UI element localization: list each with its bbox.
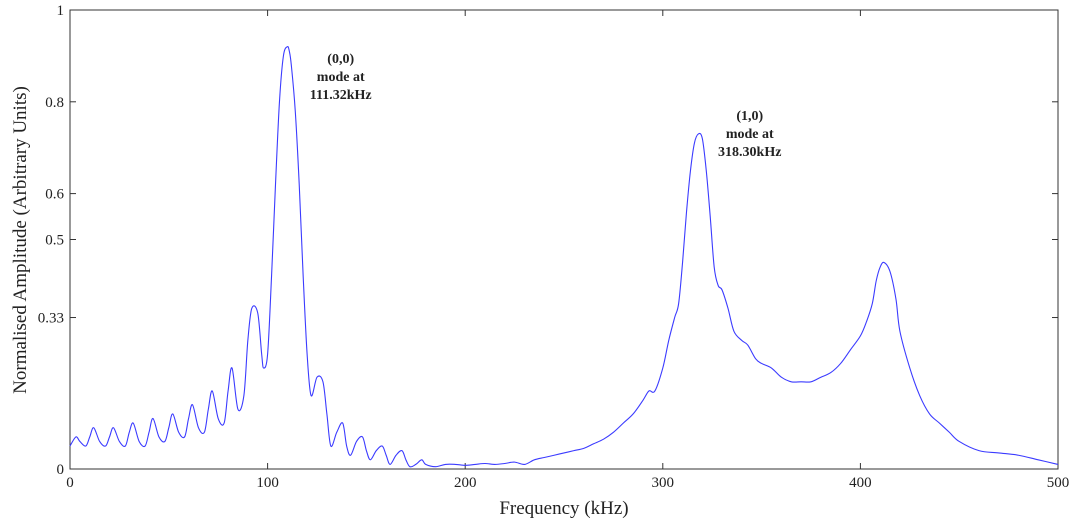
y-tick-label: 0.5 <box>45 233 64 249</box>
annotation-line: 111.32kHz <box>310 88 372 103</box>
y-tick-label: 0.8 <box>45 95 64 111</box>
x-tick-label: 300 <box>652 475 675 491</box>
annotation-line: 318.30kHz <box>718 145 781 160</box>
y-tick-label: 0.6 <box>45 187 64 203</box>
x-tick-label: 400 <box>849 475 872 491</box>
y-tick-label: 0 <box>57 462 65 478</box>
x-tick-label: 100 <box>256 475 279 491</box>
annotation-line: (1,0) <box>736 109 763 124</box>
annotation-line: mode at <box>317 70 365 85</box>
y-axis-label: Normalised Amplitude (Arbitrary Units) <box>10 86 31 394</box>
spectrum-line <box>69 46 1059 468</box>
x-tick-label: 0 <box>66 475 74 491</box>
axis-ticks <box>69 9 1059 470</box>
plot-frame <box>69 9 1059 470</box>
peak-annotation-2: (1,0) mode at 318.30kHz <box>718 109 781 160</box>
x-tick-label: 200 <box>454 475 477 491</box>
annotation-line: (0,0) <box>327 52 354 67</box>
tick-labels: 0 100 200 300 400 500 0 0.33 0.5 0.6 0.8 1 <box>38 3 1070 491</box>
peak-annotation-1: (0,0) mode at 111.32kHz <box>310 52 372 103</box>
x-tick-label: 500 <box>1047 475 1070 491</box>
peak-annotations: (0,0) mode at 111.32kHz (1,0) mode at 318.30k… <box>310 52 782 160</box>
x-axis-label: Frequency (kHz) <box>499 498 628 519</box>
y-tick-label: 0.33 <box>38 311 64 327</box>
annotation-line: mode at <box>726 127 774 142</box>
y-tick-label: 1 <box>57 3 65 19</box>
